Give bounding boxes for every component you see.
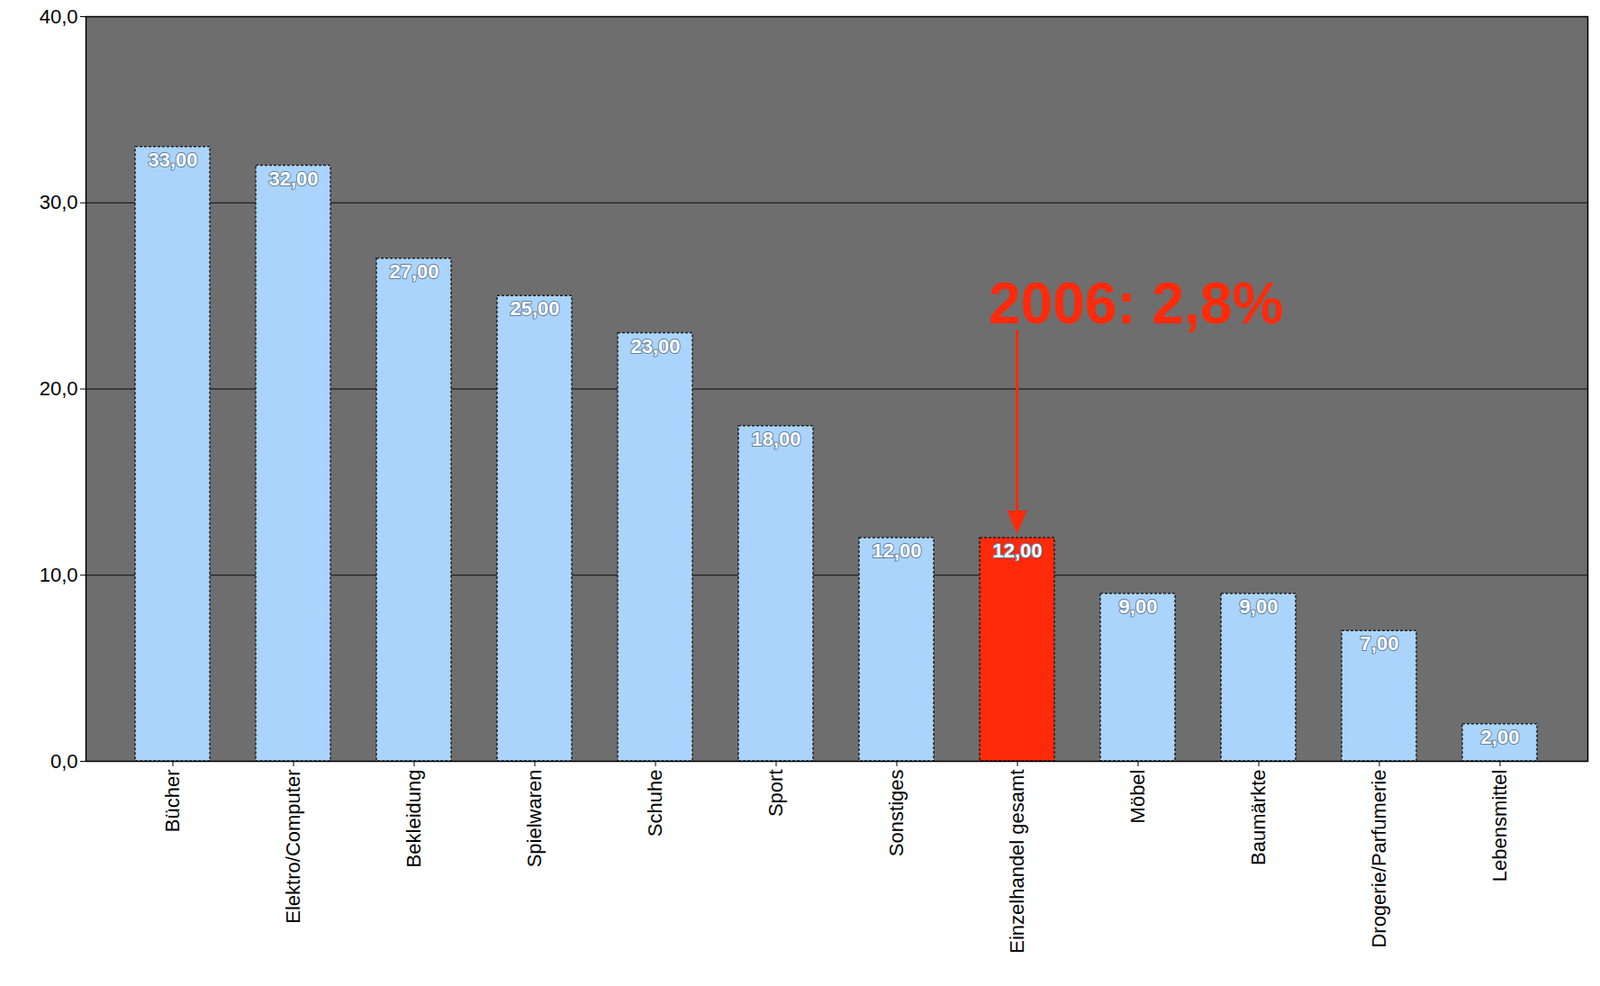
- svg-text:2,00: 2,00: [1481, 725, 1520, 749]
- svg-text:Drogerie/Parfumerie: Drogerie/Parfumerie: [1367, 769, 1391, 949]
- svg-text:33,00: 33,00: [147, 148, 198, 172]
- svg-text:12,00: 12,00: [871, 539, 922, 562]
- svg-text:Baumärkte: Baumärkte: [1247, 769, 1270, 866]
- svg-text:25,00: 25,00: [509, 297, 560, 320]
- svg-text:18,00: 18,00: [750, 427, 801, 451]
- svg-text:Schuhe: Schuhe: [643, 769, 667, 838]
- svg-text:Sport: Sport: [764, 769, 787, 818]
- svg-text:9,00: 9,00: [1119, 595, 1158, 618]
- svg-text:0,0: 0,0: [50, 750, 79, 773]
- svg-text:Sonstiges: Sonstiges: [885, 769, 908, 858]
- svg-text:12,00: 12,00: [992, 539, 1042, 562]
- svg-text:9,00: 9,00: [1239, 595, 1279, 618]
- svg-text:40,0: 40,0: [39, 5, 79, 28]
- svg-text:Elektro/Computer: Elektro/Computer: [281, 769, 305, 924]
- svg-text:10,0: 10,0: [39, 563, 79, 587]
- svg-text:Lebensmittel: Lebensmittel: [1488, 769, 1511, 883]
- svg-text:Einzelhandel gesamt: Einzelhandel gesamt: [1005, 769, 1029, 954]
- svg-text:Bücher: Bücher: [161, 769, 184, 833]
- svg-text:Bekleidung: Bekleidung: [402, 769, 425, 868]
- svg-text:30,0: 30,0: [39, 190, 79, 214]
- svg-text:27,00: 27,00: [388, 260, 439, 283]
- svg-text:32,00: 32,00: [268, 167, 318, 190]
- svg-text:Möbel: Möbel: [1126, 769, 1149, 824]
- svg-text:7,00: 7,00: [1360, 632, 1400, 655]
- svg-text:Spielwaren: Spielwaren: [523, 769, 546, 868]
- svg-text:2006: 2,8%: 2006: 2,8%: [988, 271, 1284, 336]
- svg-text:20,0: 20,0: [39, 377, 79, 400]
- svg-text:23,00: 23,00: [630, 334, 680, 358]
